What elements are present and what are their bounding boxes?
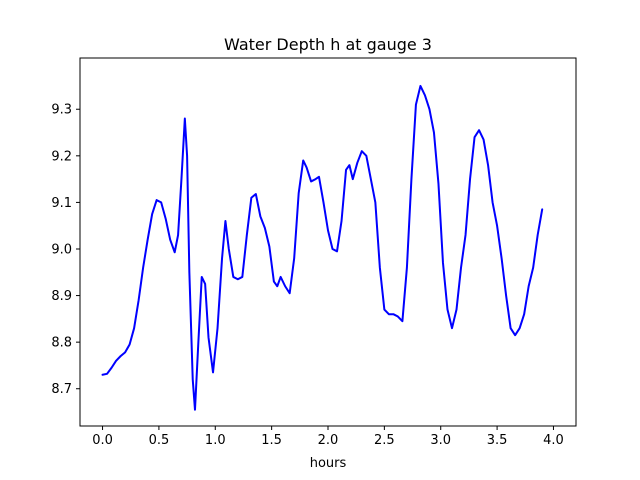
x-axis-label: hours <box>310 456 347 471</box>
x-tick-label: 1.5 <box>261 433 282 448</box>
x-tick-label: 3.5 <box>487 433 508 448</box>
x-tick-label: 1.0 <box>205 433 226 448</box>
x-tick-label: 4.0 <box>543 433 564 448</box>
x-tick-label: 0.5 <box>149 433 170 448</box>
x-tick-label: 2.0 <box>318 433 339 448</box>
y-tick-label: 8.9 <box>51 289 72 304</box>
y-tick-label: 9.3 <box>51 103 72 118</box>
y-tick-label: 9.2 <box>51 149 72 164</box>
y-tick-label: 8.8 <box>51 336 72 351</box>
y-axis: 8.7 8.8 8.9 9.0 9.1 9.2 9.3 <box>51 103 80 397</box>
chart-title: Water Depth h at gauge 3 <box>224 35 432 54</box>
x-tick-label: 0.0 <box>92 433 113 448</box>
x-tick-label: 3.0 <box>430 433 451 448</box>
y-tick-label: 8.7 <box>51 382 72 397</box>
y-tick-label: 9.1 <box>51 196 72 211</box>
y-tick-label: 9.0 <box>51 242 72 257</box>
series-line-1 <box>101 84 544 411</box>
x-axis: 0.0 0.5 1.0 1.5 2.0 2.5 3.0 3.5 4.0 <box>92 426 564 448</box>
x-tick-label: 2.5 <box>374 433 395 448</box>
